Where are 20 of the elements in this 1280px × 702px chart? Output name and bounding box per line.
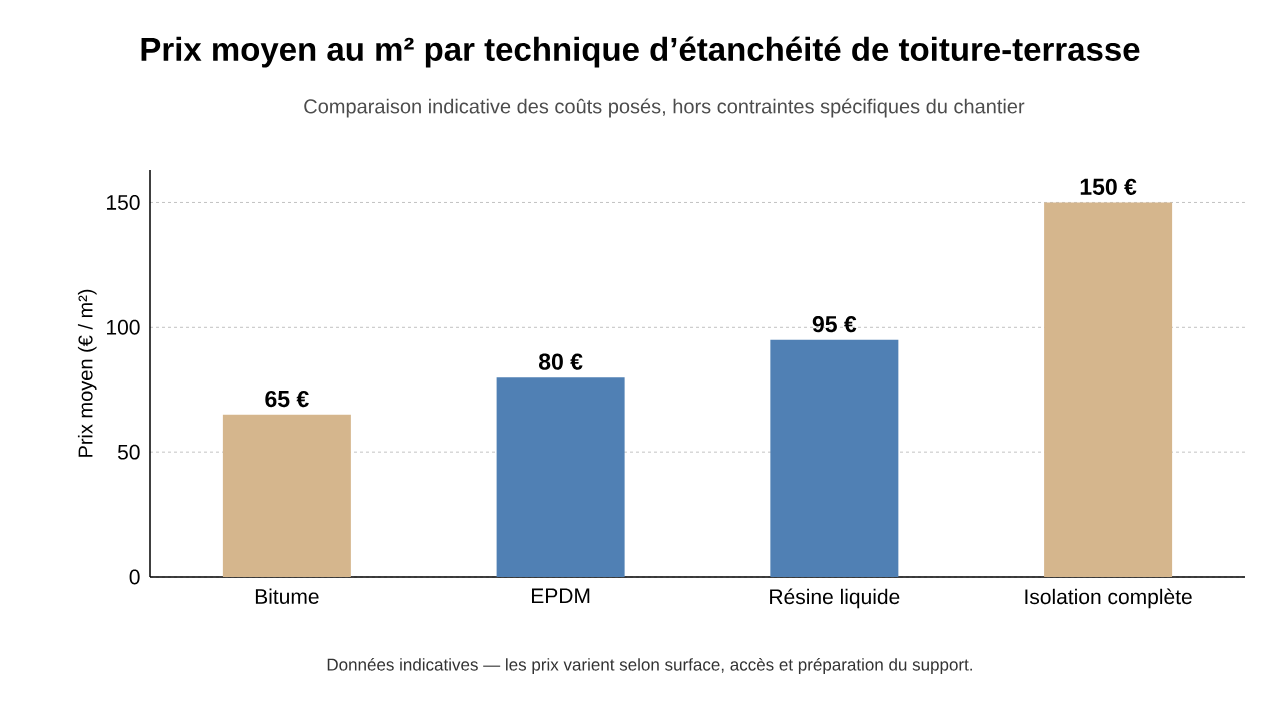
chart-subtitle: Comparaison indicative des coûts posés, hors contraintes spécifiques du chantier <box>304 98 1025 118</box>
bar <box>770 339 899 577</box>
bar <box>496 377 625 577</box>
data-label: 65 € <box>265 390 309 408</box>
bar <box>1044 202 1173 577</box>
bar <box>222 414 351 577</box>
x-tick-label: Résine liquide <box>770 588 900 609</box>
y-tick-label: 50 <box>117 444 140 460</box>
data-label: 95 € <box>812 315 857 333</box>
y-axis-title: Prix moyen (€ / m²) <box>77 289 97 457</box>
text: Données indicatives — les prix varient selon surface, accès et préparation du support. <box>327 657 972 675</box>
data-label: 150 € <box>1080 178 1137 195</box>
x-tick-label: Isolation complète <box>1025 588 1192 609</box>
x-tick-label: EPDM <box>532 588 590 603</box>
data-label: 80 € <box>538 353 583 370</box>
x-tick-label: Bitume <box>255 588 319 604</box>
y-tick-label: 0 <box>129 569 140 585</box>
y-tick-label: 150 <box>107 195 140 210</box>
y-tick-label: 100 <box>107 319 140 335</box>
chart-title: Prix moyen au m² par technique d’étanchéité de toiture-terrasse <box>141 36 1140 68</box>
